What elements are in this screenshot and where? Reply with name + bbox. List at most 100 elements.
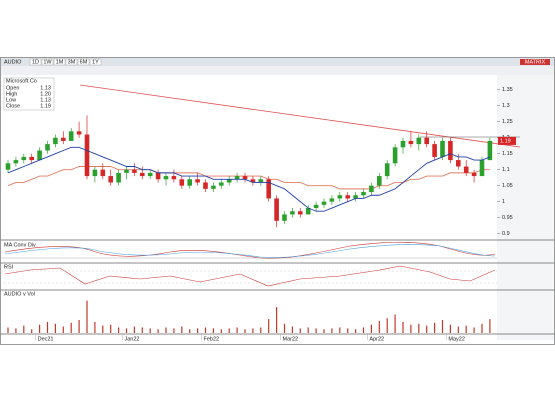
volume-bar xyxy=(78,320,80,333)
candle-body xyxy=(92,169,98,177)
toolbar-button[interactable] xyxy=(77,58,90,66)
candle-body xyxy=(377,176,382,186)
volume-bar xyxy=(370,324,372,333)
date-label: Dec21 xyxy=(38,336,54,342)
candle-body xyxy=(448,140,453,161)
candle-body xyxy=(408,140,414,145)
trend-line[interactable] xyxy=(79,84,521,148)
volume-bar xyxy=(149,328,151,333)
candle-body xyxy=(13,160,19,164)
candle-body xyxy=(226,179,232,183)
candle-body xyxy=(361,192,366,196)
candle-body xyxy=(400,140,406,148)
candle-body xyxy=(290,211,295,215)
info-label: Close xyxy=(6,103,20,109)
volume-bar xyxy=(402,321,404,333)
volume-bar xyxy=(260,327,262,333)
volume-bar xyxy=(165,327,167,333)
panel-label: MA Conv Div xyxy=(4,242,36,248)
macd-signal xyxy=(4,244,496,258)
info-value: 1.13 xyxy=(40,97,51,103)
candle-body xyxy=(487,140,493,161)
candle-body xyxy=(353,195,358,199)
matrix-label: MATRIX xyxy=(525,59,546,65)
candle-body xyxy=(155,172,161,180)
toolbar-button[interactable] xyxy=(65,58,78,66)
ma-short xyxy=(7,146,491,212)
toolbar-button-label: 1D xyxy=(32,59,39,65)
toolbar-button[interactable] xyxy=(53,58,66,66)
date-label: May22 xyxy=(448,336,465,342)
toolbar-button-label: 3M xyxy=(68,59,76,65)
candle-body xyxy=(61,137,66,141)
info-value: 1.20 xyxy=(40,91,51,97)
volume-bar xyxy=(434,322,436,333)
volume-bar xyxy=(268,319,270,333)
panel-label: AUDIO v Vol xyxy=(4,291,35,297)
candle-body xyxy=(116,172,121,183)
info-label: Open xyxy=(6,85,19,91)
panel-label: RSI xyxy=(4,264,14,270)
toolbar-button-label: 1W xyxy=(43,59,52,65)
volume-bar xyxy=(449,324,451,333)
candle-body xyxy=(384,163,390,177)
candle-body xyxy=(68,131,74,141)
volume-bar xyxy=(118,327,120,333)
matrix-button[interactable] xyxy=(520,59,550,65)
candle-body xyxy=(132,169,137,173)
volume-bar xyxy=(276,307,278,333)
volume-bar xyxy=(331,328,333,333)
toolbar-button[interactable] xyxy=(41,58,54,66)
volume-bar xyxy=(489,319,491,333)
info-box xyxy=(3,77,55,111)
candle-body xyxy=(250,179,256,183)
volume-bar xyxy=(39,324,41,333)
candle-body xyxy=(479,160,485,177)
y-tick-label: 0.95 xyxy=(502,215,513,221)
candle-body xyxy=(147,172,153,177)
volume-bar xyxy=(212,328,214,333)
volume-bar xyxy=(299,328,301,333)
candle-body xyxy=(305,208,311,215)
candle-body xyxy=(242,176,248,180)
volume-bar xyxy=(362,327,365,333)
candle-body xyxy=(266,179,271,199)
volume-bar xyxy=(23,325,25,333)
y-tick-label: 1 xyxy=(502,199,505,205)
volume-bar xyxy=(46,321,49,333)
volume-bar xyxy=(236,327,238,333)
date-label: Feb22 xyxy=(204,336,220,342)
candle-body xyxy=(211,185,216,189)
volume-bar xyxy=(157,329,159,333)
volume-bar xyxy=(15,328,17,333)
candle-body xyxy=(219,182,224,186)
candle-body xyxy=(108,176,113,183)
symbol: AUDIO xyxy=(4,59,22,65)
volume-bar xyxy=(291,326,293,333)
info-value: 1.19 xyxy=(40,103,51,109)
toolbar-button[interactable] xyxy=(89,58,102,66)
candle-body xyxy=(234,176,240,180)
candle-body xyxy=(53,137,58,145)
volume-bar xyxy=(441,320,444,333)
volume-bar xyxy=(125,328,128,333)
candle-body xyxy=(203,182,208,189)
volume-bar xyxy=(252,328,254,333)
volume-bar xyxy=(220,329,222,333)
volume-bar xyxy=(244,329,246,333)
volume-bar xyxy=(386,318,388,333)
info-label: Low xyxy=(6,97,16,103)
volume-bar xyxy=(378,320,380,333)
y-tick-label: 1.1 xyxy=(502,167,510,173)
candle-body xyxy=(424,137,429,145)
volume-bar xyxy=(181,326,183,333)
volume-bar xyxy=(418,323,420,333)
toolbar-button-label: 1M xyxy=(56,59,64,65)
candle-body xyxy=(298,211,303,215)
volume-bar xyxy=(457,326,459,333)
toolbar-button-label: 6M xyxy=(80,59,88,65)
toolbar-button[interactable] xyxy=(29,58,42,66)
volume-bar xyxy=(465,325,467,333)
candle-body xyxy=(321,201,327,205)
